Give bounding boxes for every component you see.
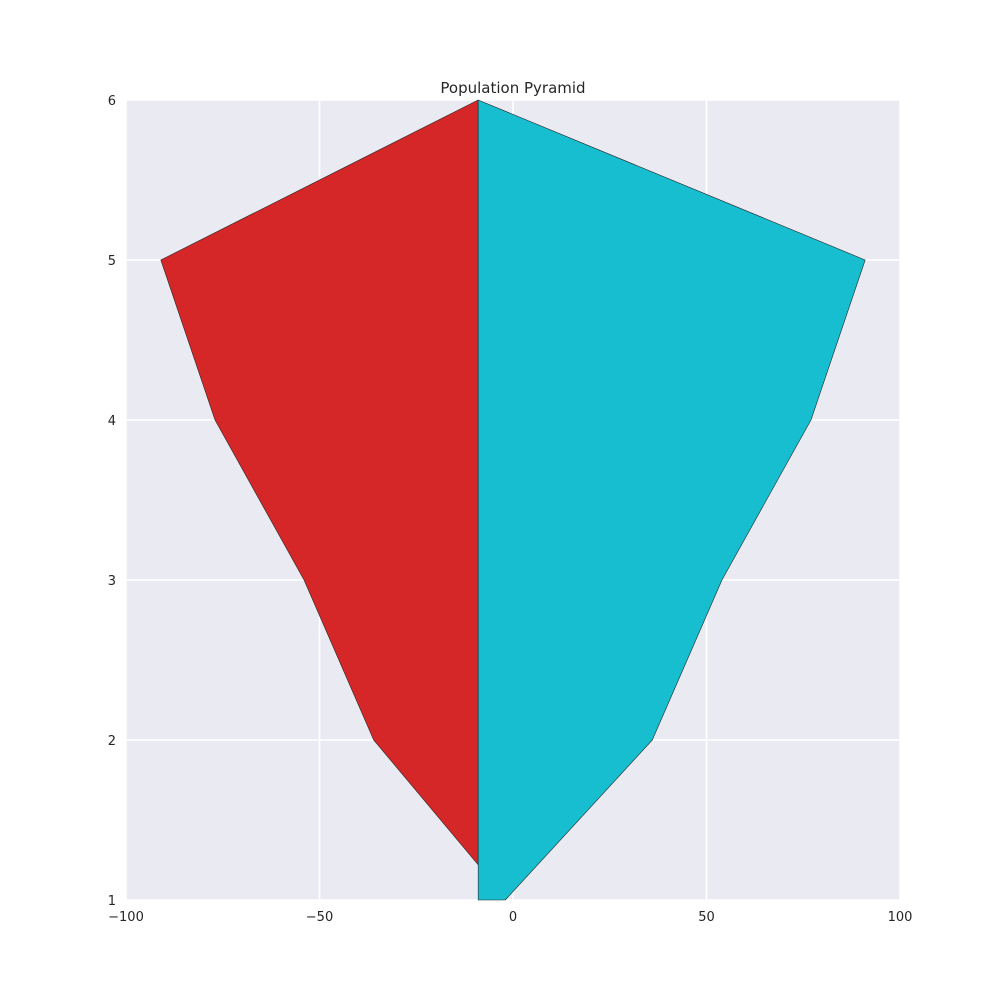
y-tick-label: 5 [108,254,116,269]
x-tick-label: 100 [888,910,913,925]
x-axis-ticks: −100 −50 0 50 100 [108,910,912,925]
chart-title: Population Pyramid [440,79,585,97]
x-tick-label: −100 [108,910,144,925]
x-tick-label: 50 [698,910,715,925]
y-tick-label: 3 [108,574,116,589]
x-tick-label: −50 [306,910,333,925]
y-axis-ticks: 1 2 3 4 5 6 [108,94,116,909]
x-tick-label: 0 [509,910,517,925]
y-tick-label: 4 [108,414,116,429]
y-tick-label: 6 [108,94,116,109]
pyramid-areas [160,99,866,901]
y-tick-label: 1 [108,894,116,909]
right-population-area [477,99,866,901]
y-tick-label: 2 [108,734,116,749]
